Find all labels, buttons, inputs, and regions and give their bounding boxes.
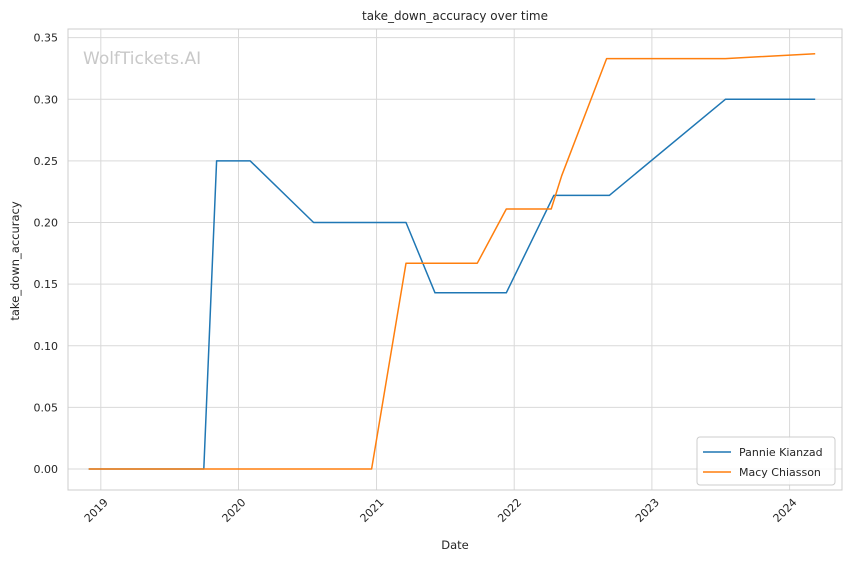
y-tick-label: 0.15 (34, 278, 59, 291)
x-tick-label: 2023 (633, 496, 662, 525)
x-tick-label: 2020 (220, 496, 249, 525)
x-tick-label: 2019 (82, 496, 111, 525)
watermark-text: WolfTickets.AI (83, 49, 201, 69)
legend: Pannie Kianzad Macy Chiasson (696, 436, 836, 486)
y-tick-label: 0.20 (34, 217, 59, 230)
x-tick-label: 2024 (771, 496, 800, 525)
series-line-pannie-kianzad (88, 98, 816, 470)
x-tick-label: 2021 (358, 496, 387, 525)
y-tick-label: 0.35 (34, 32, 59, 45)
tick-labels: 0.00 0.05 0.10 0.15 0.20 0.25 0.30 0.35 2019 2020… (34, 32, 800, 525)
plot-frame (67, 28, 843, 491)
legend-label-macy-chiasson: Macy Chiasson (739, 466, 821, 479)
y-axis-label: take_down_accuracy (8, 201, 22, 320)
legend-label-pannie-kianzad: Pannie Kianzad (739, 446, 823, 459)
y-tick-label: 0.30 (34, 93, 59, 106)
y-tick-label: 0.05 (34, 401, 59, 414)
series-line-macy-chiasson (88, 52, 816, 470)
x-tick-label: 2022 (495, 496, 524, 525)
chart-title: take_down_accuracy over time (362, 9, 548, 23)
y-tick-label: 0.10 (34, 340, 59, 353)
grid (68, 29, 842, 490)
series-group (88, 52, 816, 470)
x-axis-label: Date (441, 538, 469, 552)
legend-box (696, 436, 836, 486)
y-tick-label: 0.25 (34, 155, 59, 168)
plot-border (67, 28, 843, 491)
y-tick-label: 0.00 (34, 463, 59, 476)
